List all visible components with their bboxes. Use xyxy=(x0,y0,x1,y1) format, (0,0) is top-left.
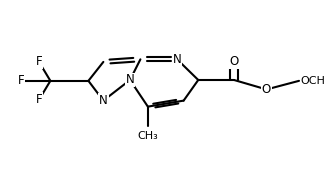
Text: N: N xyxy=(173,53,181,66)
Text: F: F xyxy=(36,93,42,106)
Text: N: N xyxy=(99,94,108,107)
Text: O: O xyxy=(262,83,271,96)
Text: F: F xyxy=(18,74,24,87)
Text: N: N xyxy=(126,73,134,87)
Text: CH₃: CH₃ xyxy=(137,131,158,141)
Text: OCH₃: OCH₃ xyxy=(301,76,325,86)
Text: O: O xyxy=(229,55,239,68)
Text: F: F xyxy=(36,55,42,68)
